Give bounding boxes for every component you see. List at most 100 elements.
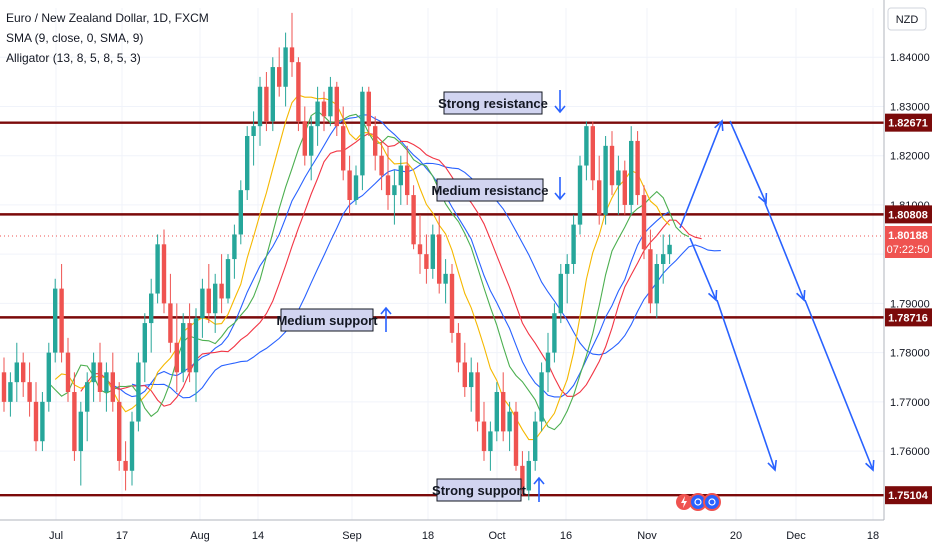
candle-body bbox=[91, 362, 96, 383]
level-annotation: Medium support bbox=[276, 306, 392, 332]
level-tag-value: 1.82671 bbox=[888, 118, 928, 130]
candle bbox=[315, 86, 320, 146]
sma-line bbox=[112, 114, 670, 398]
candle bbox=[494, 382, 499, 442]
level-annotation: Medium resistance bbox=[431, 177, 566, 202]
candle-body bbox=[584, 126, 589, 166]
candle bbox=[200, 278, 205, 338]
candle bbox=[181, 313, 186, 383]
candle bbox=[571, 214, 576, 274]
candle-body bbox=[641, 195, 647, 250]
candle-body bbox=[142, 323, 147, 363]
candle bbox=[123, 441, 128, 491]
price-axis[interactable] bbox=[884, 0, 932, 550]
price-tick-label: 1.84000 bbox=[890, 52, 930, 64]
candle-body bbox=[501, 392, 506, 432]
candle-body bbox=[392, 185, 397, 196]
annotation-label: Medium support bbox=[276, 313, 378, 328]
projection-arrow bbox=[729, 120, 768, 205]
candle-body bbox=[661, 254, 666, 264]
candle-body bbox=[40, 401, 45, 442]
globe-icon bbox=[694, 498, 702, 506]
projection-arrow bbox=[716, 299, 778, 472]
candle-body bbox=[264, 86, 269, 122]
alligator-teeth-line bbox=[80, 132, 702, 407]
candle-body bbox=[552, 313, 557, 353]
candle bbox=[437, 214, 442, 294]
candle bbox=[648, 229, 653, 314]
level-tag-value: 1.75104 bbox=[888, 490, 929, 502]
candle-body bbox=[33, 401, 39, 442]
time-axis-labels: Jul 17 Aug 14 Sep 18 Oct 16 Nov 20 Dec 18 bbox=[49, 530, 879, 542]
candle-body bbox=[155, 244, 160, 294]
time-axis[interactable] bbox=[0, 521, 884, 550]
annotation-box bbox=[436, 478, 522, 502]
candle bbox=[469, 357, 474, 412]
candle-body bbox=[577, 165, 583, 225]
candle bbox=[296, 57, 301, 132]
candle-body bbox=[379, 155, 384, 176]
candle bbox=[597, 155, 602, 225]
candle bbox=[347, 155, 352, 215]
candle bbox=[168, 273, 173, 353]
candle-body bbox=[424, 254, 429, 269]
candle-body bbox=[161, 244, 167, 304]
time-tick-label: Jul bbox=[49, 530, 63, 542]
candle bbox=[53, 278, 58, 363]
candle bbox=[353, 165, 359, 205]
candle bbox=[85, 372, 90, 442]
candle-body bbox=[78, 411, 83, 452]
candle-body bbox=[328, 86, 333, 117]
candle bbox=[488, 421, 493, 471]
candle bbox=[654, 254, 659, 319]
level-tag-bg bbox=[885, 113, 932, 132]
candle bbox=[136, 352, 141, 432]
candle bbox=[501, 372, 506, 442]
candle-body bbox=[117, 401, 122, 461]
candle-body bbox=[411, 195, 416, 245]
candle bbox=[245, 126, 250, 200]
candle bbox=[27, 362, 32, 417]
projection-arrow-line bbox=[729, 120, 767, 204]
candle-body bbox=[245, 136, 250, 191]
globe-icon bbox=[708, 498, 716, 506]
candle bbox=[161, 229, 167, 314]
currency-button[interactable] bbox=[887, 7, 927, 31]
candle-body bbox=[123, 460, 128, 471]
candles bbox=[1, 12, 672, 501]
alligator-indicator-label[interactable]: Alligator (13, 8, 5, 8, 5, 3) bbox=[6, 51, 141, 65]
candle bbox=[149, 278, 154, 353]
candle bbox=[443, 259, 448, 304]
candle-body bbox=[545, 352, 551, 373]
level-price-tags: 1.82671 1.80808 1.78716 1.75104 bbox=[885, 113, 932, 505]
time-tick-label: 14 bbox=[252, 530, 264, 542]
events-markers[interactable] bbox=[676, 493, 721, 511]
candle bbox=[584, 121, 589, 181]
candle bbox=[507, 401, 512, 452]
sma-indicator-label[interactable]: SMA (9, close, 0, SMA, 9) bbox=[6, 31, 143, 45]
level-annotations: Strong resistance Medium resistance Medium… bbox=[276, 90, 566, 502]
candle bbox=[417, 214, 423, 274]
candle bbox=[289, 12, 295, 77]
currency-label: NZD bbox=[896, 14, 919, 26]
candle-body bbox=[449, 273, 455, 333]
candle-body bbox=[181, 323, 186, 373]
projection-arrows bbox=[679, 119, 875, 472]
candle-body bbox=[149, 293, 154, 324]
candle-body bbox=[334, 86, 339, 127]
projection-arrow-line bbox=[764, 202, 805, 301]
candle-body bbox=[296, 62, 301, 122]
candle bbox=[251, 111, 256, 166]
candle bbox=[40, 392, 45, 452]
candle-body bbox=[27, 382, 32, 402]
earnings-event-icon[interactable] bbox=[703, 493, 721, 511]
candle-body bbox=[603, 145, 608, 215]
candle bbox=[449, 264, 455, 343]
candle bbox=[283, 32, 288, 107]
candle bbox=[155, 234, 160, 304]
candle bbox=[302, 106, 307, 166]
alligator-jaw-line bbox=[131, 162, 721, 399]
arrow-down-icon bbox=[554, 90, 566, 114]
candle-body bbox=[622, 170, 627, 205]
